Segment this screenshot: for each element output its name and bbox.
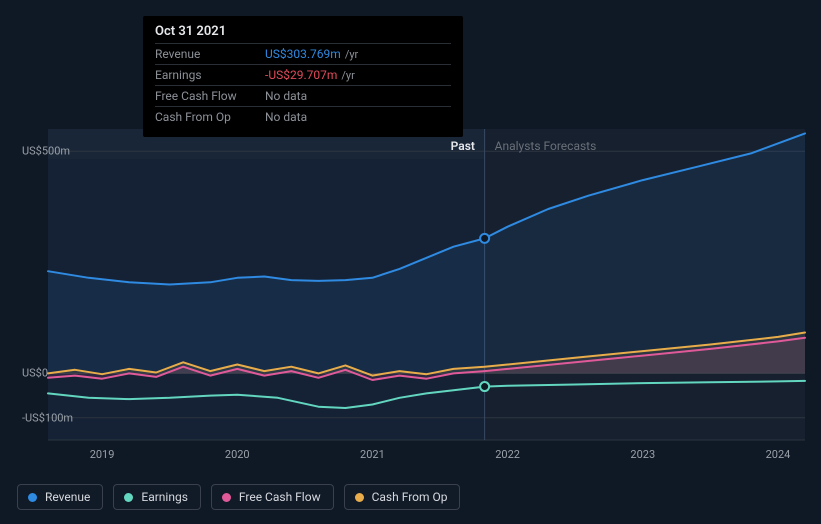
forecast-label: Analysts Forecasts [495, 139, 597, 153]
legend-item-revenue[interactable]: Revenue [17, 484, 103, 510]
chart-container: US$500m US$0 -US$100m 2019 2020 2021 202… [0, 0, 821, 524]
tooltip-row: Revenue US$303.769m/yr [155, 44, 451, 65]
x-axis-label: 2019 [90, 448, 115, 461]
tooltip-key: Cash From Op [155, 107, 265, 128]
x-axis-label: 2021 [360, 448, 385, 461]
legend-dot-icon [28, 493, 37, 502]
tooltip-row: Free Cash Flow No data [155, 86, 451, 107]
tooltip-date: Oct 31 2021 [155, 24, 451, 43]
legend-item-fcf[interactable]: Free Cash Flow [211, 484, 334, 510]
tooltip-key: Revenue [155, 44, 265, 65]
legend-dot-icon [124, 493, 133, 502]
y-axis-label: -US$100m [22, 411, 73, 424]
tooltip-value: No data [265, 107, 451, 128]
y-axis-label: US$500m [22, 145, 70, 158]
legend: Revenue Earnings Free Cash Flow Cash Fro… [17, 484, 460, 510]
legend-label: Earnings [141, 490, 188, 504]
legend-label: Cash From Op [372, 490, 448, 504]
tooltip-value: US$303.769m/yr [265, 44, 451, 65]
tooltip-value: No data [265, 86, 451, 107]
x-axis-label: 2023 [630, 448, 655, 461]
x-axis-label: 2020 [225, 448, 250, 461]
y-axis-label: US$0 [22, 367, 48, 380]
tooltip-row: Cash From Op No data [155, 107, 451, 128]
legend-dot-icon [355, 493, 364, 502]
legend-item-earnings[interactable]: Earnings [113, 484, 201, 510]
tooltip-value: -US$29.707m/yr [265, 65, 451, 86]
legend-item-cfo[interactable]: Cash From Op [344, 484, 461, 510]
x-axis-label: 2024 [766, 448, 791, 461]
tooltip: Oct 31 2021 Revenue US$303.769m/yr Earni… [143, 16, 463, 137]
past-label: Past [451, 139, 475, 153]
tooltip-table: Revenue US$303.769m/yr Earnings -US$29.7… [155, 43, 451, 127]
tooltip-row: Earnings -US$29.707m/yr [155, 65, 451, 86]
x-axis-label: 2022 [495, 448, 520, 461]
legend-label: Free Cash Flow [239, 490, 321, 504]
tooltip-key: Earnings [155, 65, 265, 86]
legend-dot-icon [222, 493, 231, 502]
legend-label: Revenue [45, 490, 90, 504]
tooltip-key: Free Cash Flow [155, 86, 265, 107]
